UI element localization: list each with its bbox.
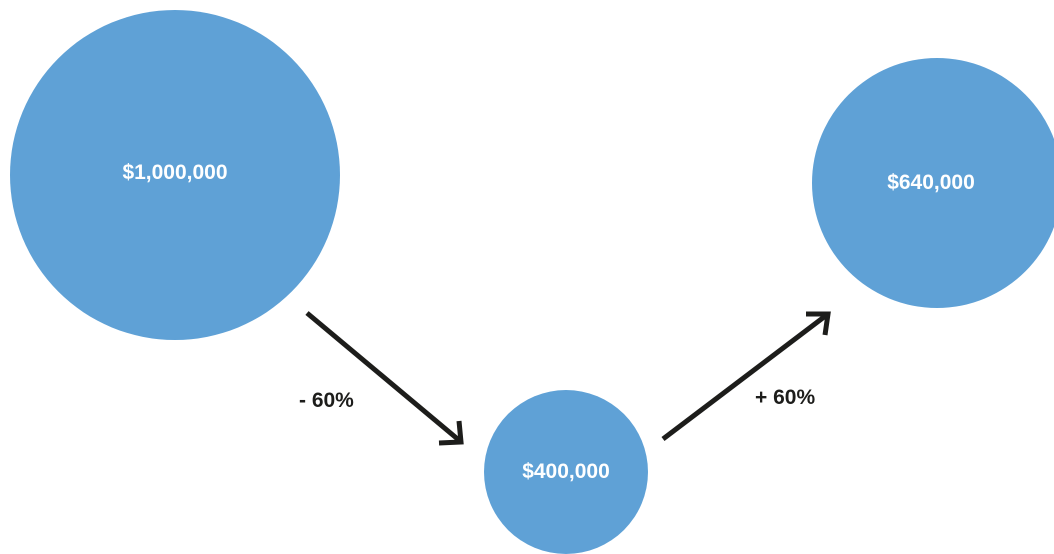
start-value-label: $1,000,000 [122, 161, 228, 184]
increase-percent-label: + 60% [755, 386, 816, 409]
middle-value-circle: $400,000 [484, 390, 648, 554]
decrease-percent-label: - 60% [299, 389, 354, 412]
middle-value-label: $400,000 [522, 460, 610, 483]
end-value-circle: $640,000 [812, 58, 1054, 308]
start-value-circle: $1,000,000 [10, 10, 340, 340]
down-arrow-icon [305, 311, 464, 446]
up-arrow-icon [661, 311, 831, 441]
end-value-label: $640,000 [887, 171, 975, 194]
